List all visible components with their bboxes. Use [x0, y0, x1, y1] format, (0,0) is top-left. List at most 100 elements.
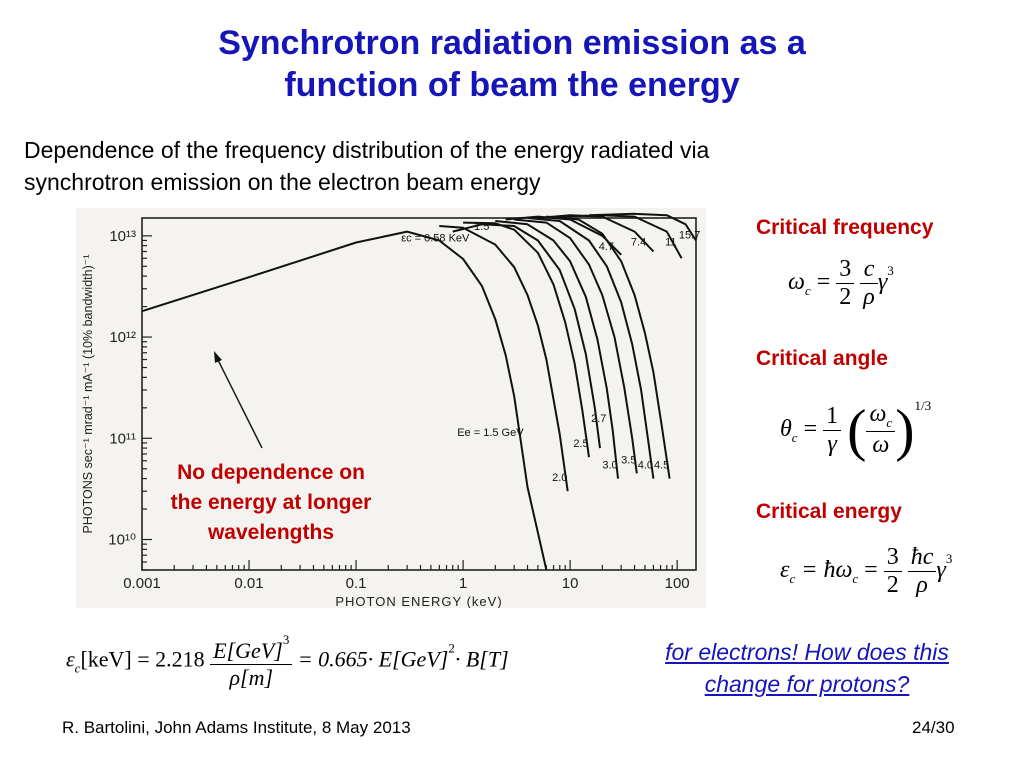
main-num: E[GeV] [213, 638, 283, 663]
left-paren: ( [847, 397, 867, 463]
electrons-line-2: change for protons? [704, 671, 910, 697]
x-tick-label: 1 [459, 575, 467, 592]
y-tick-label: 10¹⁰ [108, 532, 136, 549]
spectrum-chart: 0.001 0.01 0.1 1 10 100 10¹⁰ 10¹¹ 10¹² 10¹³ PHOTON… [76, 208, 706, 608]
series-line [439, 225, 569, 492]
angle-eq: = [803, 416, 818, 442]
freq-den-2: ρ [863, 284, 875, 310]
y-tick-label: 10¹¹ [109, 430, 136, 447]
energy-den-1: 2 [886, 572, 899, 598]
freq-gamma: γ [877, 269, 888, 296]
critical-frequency-label: Critical frequency [756, 216, 934, 239]
main-num-exp: 3 [282, 632, 290, 647]
main-rhs: = 0.665· E[GeV] [297, 646, 449, 672]
critical-angle-label: Critical angle [756, 347, 888, 370]
note-arrow-head [214, 351, 222, 363]
energy-mid: = ħω [801, 557, 853, 584]
slide-title: Synchrotron radiation emission as a func… [0, 22, 1024, 106]
energy-mid-sub: c [852, 571, 859, 587]
y-axis-label: PHOTONS sec⁻¹ mrad⁻¹ mA⁻¹ (10% bandwidth… [81, 254, 95, 533]
series-label: 11 [665, 237, 676, 249]
series-label: 3.0 [602, 460, 617, 472]
x-tick-label: 10 [562, 575, 579, 592]
x-tick-label: 0.001 [123, 575, 161, 592]
energy-eq: = [864, 557, 878, 584]
series-line [559, 214, 683, 259]
x-tick-label: 0.1 [346, 575, 367, 592]
right-paren: ) [895, 397, 915, 463]
freq-num-2: c [860, 256, 878, 284]
main-num-wrap: E[GeV]3 [210, 632, 293, 665]
series-label: 3.5 [621, 454, 636, 466]
energy-gamma: γ [936, 557, 946, 584]
x-axis-label: PHOTON ENERGY (keV) [335, 594, 502, 608]
freq-den-1: 2 [839, 284, 852, 310]
series-label: 15.7 [679, 229, 700, 241]
series-label: 7.4 [631, 237, 646, 249]
freq-lhs-sub: c [804, 283, 811, 299]
ec-annotation: εc = 0.58 KeV [401, 232, 470, 244]
series-line [452, 223, 601, 449]
series-line [546, 215, 671, 479]
main-lhs-sub: c [74, 660, 81, 676]
series-line [588, 212, 697, 242]
slide-number: 24/30 [912, 718, 955, 737]
energy-lhs: ε [780, 557, 790, 584]
title-line-1: Synchrotron radiation emission as a [218, 24, 806, 62]
series-line [495, 220, 619, 479]
energy-exp: 3 [945, 551, 953, 567]
chart-background [76, 208, 706, 608]
series-line [514, 218, 638, 474]
note-line-2: the energy at longer [170, 491, 372, 514]
y-tick-label: 10¹² [109, 329, 136, 346]
series-label: 2.0 [552, 472, 567, 484]
critical-energy-numeric-formula: εc[keV] = 2.218 E[GeV]3 ρ[m] = 0.665· E[G… [66, 632, 509, 691]
angle-exp: 1/3 [914, 398, 932, 413]
series-label: 4.7 [599, 241, 614, 253]
critical-energy-label: Critical energy [756, 500, 902, 523]
intro-text: Dependence of the frequency distribution… [24, 134, 1004, 198]
series-line [505, 215, 622, 256]
note-line-3: wavelengths [207, 521, 335, 544]
angle-den-1: γ [827, 430, 837, 457]
series-label: 4.0 [638, 460, 653, 472]
series-line [141, 230, 548, 571]
angle-num-1: 1 [823, 403, 842, 431]
series-line [537, 214, 655, 253]
series-line [527, 217, 655, 479]
electrons-line-1: for electrons! How does this [665, 639, 949, 665]
main-frac: E[GeV]3 ρ[m] [210, 632, 293, 691]
intro-line-2: synchrotron emission on the electron bea… [24, 169, 541, 195]
energy-num-2: ħc [907, 544, 937, 572]
x-tick-label: 0.01 [234, 575, 263, 592]
series-label: 2.7 [591, 413, 606, 425]
main-den: ρ[m] [229, 665, 274, 690]
energy-den-2: ρ [916, 572, 928, 598]
footer-credit: R. Bartolini, John Adams Institute, 8 Ma… [62, 718, 411, 737]
angle-num-2: ω [869, 401, 887, 428]
main-unit: [keV] = 2.218 [80, 646, 205, 672]
angle-frac-2: ωc ω [866, 401, 896, 459]
freq-lhs: ω [788, 269, 805, 296]
ee-annotation: Ee = 1.5 GeV [457, 427, 524, 439]
note-arrow-line [215, 355, 263, 449]
freq-eq: = [816, 269, 831, 296]
note-line-1: No dependence on [177, 461, 365, 484]
energy-lhs-sub: c [789, 571, 796, 587]
title-line-2: function of beam the energy [284, 66, 740, 104]
series-label: 4.5 [654, 460, 669, 472]
y-tick-label: 10¹³ [109, 228, 136, 245]
angle-num-2-sub: c [886, 415, 893, 431]
angle-lhs: θ [780, 416, 792, 442]
series-label: 2.5 [573, 438, 588, 450]
freq-exp: 3 [887, 263, 894, 279]
energy-num-1: 3 [883, 544, 902, 572]
main-lhs: ε [66, 646, 75, 672]
